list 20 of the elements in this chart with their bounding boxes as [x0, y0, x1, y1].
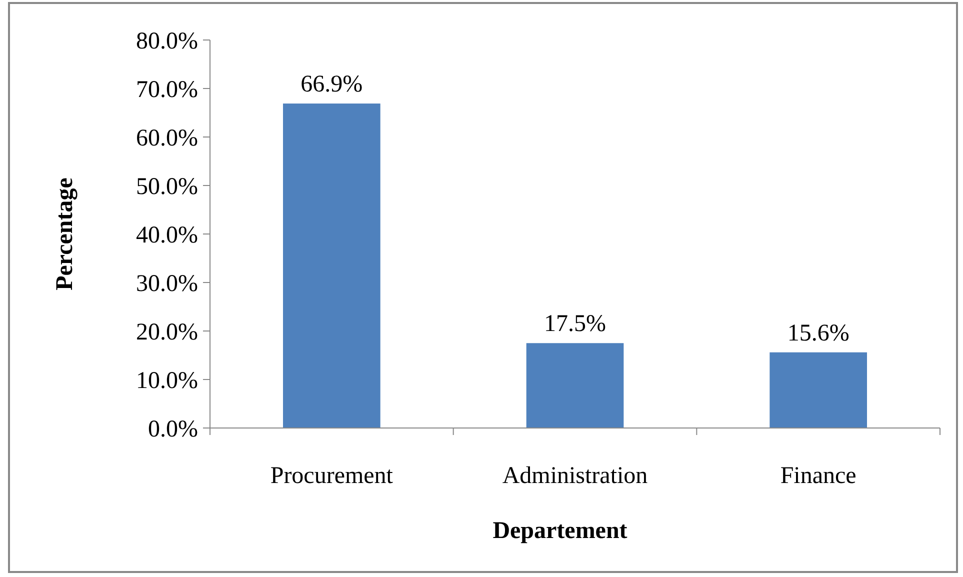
data-label: 17.5% [544, 311, 606, 338]
y-tick-label: 60.0% [136, 125, 198, 152]
x-axis-title: Departement [492, 518, 628, 544]
bar [283, 104, 380, 428]
y-axis-title: Percentage [52, 177, 78, 290]
y-tick-label: 0.0% [148, 416, 198, 442]
y-tick-label: 20.0% [136, 319, 198, 346]
bar [770, 352, 867, 428]
data-label: 66.9% [300, 72, 363, 98]
y-tick-label: 50.0% [136, 174, 198, 200]
data-label: 15.6% [787, 320, 850, 346]
x-tick-label: Procurement [270, 463, 394, 489]
x-tick-label: Finance [780, 463, 856, 489]
y-tick-label: 30.0% [136, 270, 198, 297]
y-tick-label: 40.0% [136, 222, 198, 248]
y-tick-label: 10.0% [136, 368, 198, 394]
x-tick-label: Administration [502, 463, 648, 489]
bar [526, 343, 624, 428]
y-tick-label: 80.0% [136, 28, 198, 54]
y-tick-label: 70.0% [136, 76, 198, 103]
